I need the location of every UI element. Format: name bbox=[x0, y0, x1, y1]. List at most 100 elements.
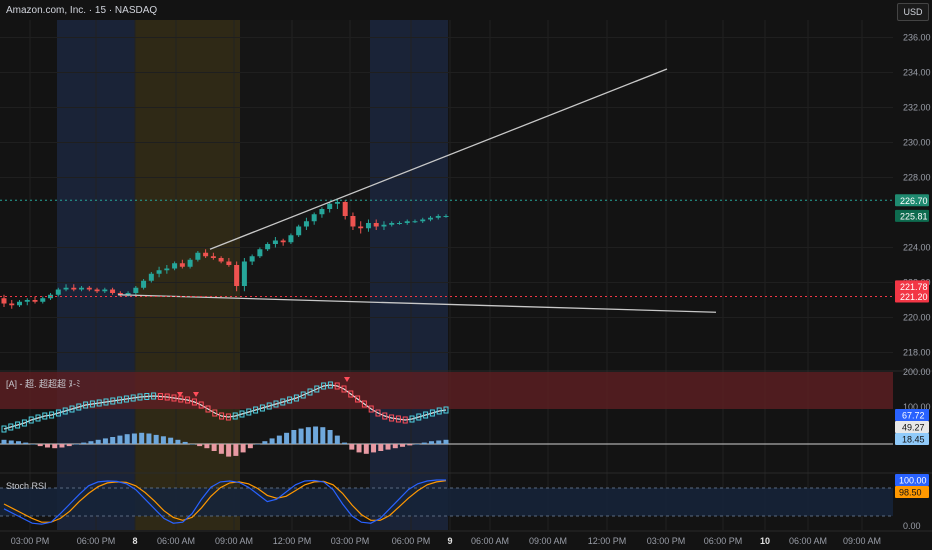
candle-body bbox=[265, 244, 271, 250]
histogram-bar bbox=[407, 444, 413, 446]
price-axis-tick: 232.00 bbox=[903, 103, 931, 113]
histogram-bar bbox=[204, 444, 210, 449]
currency-button[interactable]: USD bbox=[897, 3, 929, 21]
indicator-box-mark bbox=[225, 413, 231, 421]
histogram-bar bbox=[298, 428, 304, 444]
stoch-tag-label: 100.00 bbox=[899, 476, 927, 486]
indicator-box-mark bbox=[198, 401, 204, 409]
histogram-bar bbox=[378, 444, 384, 451]
indicator-box-mark bbox=[83, 401, 89, 409]
stoch-rsi-label[interactable]: Stoch RSI bbox=[6, 481, 47, 491]
indicator-box-mark bbox=[42, 412, 48, 420]
histogram-bar bbox=[363, 444, 369, 454]
histogram-bar bbox=[124, 434, 130, 444]
indicator-box-mark bbox=[110, 397, 116, 405]
candle-body bbox=[203, 252, 209, 257]
indicator-box-mark bbox=[280, 398, 286, 406]
signal-triangle bbox=[177, 392, 183, 397]
indicator-box-mark bbox=[287, 396, 293, 404]
indicator-box-mark bbox=[232, 412, 238, 420]
candle-body bbox=[257, 249, 263, 257]
histogram-bar bbox=[320, 427, 326, 444]
histogram-bar bbox=[211, 444, 217, 451]
candle-body bbox=[117, 293, 123, 295]
histogram-bar bbox=[436, 440, 442, 444]
indicator-box-mark bbox=[144, 393, 150, 400]
indicator-tag bbox=[895, 409, 929, 421]
candle-body bbox=[319, 209, 325, 215]
histogram-bar bbox=[233, 444, 239, 456]
histogram-bar bbox=[269, 438, 275, 444]
candle-body bbox=[55, 289, 61, 295]
indicator-box-mark bbox=[334, 382, 340, 390]
indicator-box-mark bbox=[266, 402, 272, 410]
candle-body bbox=[187, 259, 193, 267]
price-tag bbox=[895, 194, 929, 207]
indicator-box-mark bbox=[300, 391, 306, 399]
candle-body bbox=[350, 216, 356, 227]
histogram-bar bbox=[284, 432, 290, 444]
indicator-box-mark bbox=[253, 406, 259, 414]
indicator-box-mark bbox=[443, 406, 449, 414]
time-axis-label: 06:00 PM bbox=[704, 536, 743, 546]
histogram-bar bbox=[30, 444, 36, 445]
indicator-box-mark bbox=[123, 395, 129, 403]
indicator-box-mark bbox=[55, 409, 61, 417]
indicator-tag bbox=[895, 421, 929, 433]
histogram-bar bbox=[349, 444, 355, 450]
price-tag-label: 221.20 bbox=[900, 292, 928, 302]
candle-body bbox=[303, 221, 309, 227]
histogram-bar bbox=[255, 444, 261, 445]
candle-body bbox=[342, 202, 348, 216]
indicator-box-mark bbox=[341, 385, 347, 393]
indicator-box-mark bbox=[355, 395, 361, 403]
session-band bbox=[370, 20, 448, 530]
histogram-bar bbox=[102, 438, 108, 444]
candle-body bbox=[365, 223, 371, 229]
time-axis-label: 10 bbox=[760, 536, 770, 546]
time-axis-label: 03:00 PM bbox=[11, 536, 50, 546]
candle-body bbox=[63, 287, 69, 290]
indicator-box-mark bbox=[361, 400, 367, 408]
indicator-signal-line bbox=[3, 384, 447, 430]
indicator-box-mark bbox=[69, 405, 75, 413]
candle-body bbox=[404, 221, 410, 223]
candle-body bbox=[179, 263, 185, 267]
histogram-bar bbox=[23, 442, 29, 444]
candle-body bbox=[420, 219, 426, 222]
indicator-box-mark bbox=[321, 382, 327, 390]
indicator-box-mark bbox=[49, 411, 55, 419]
indicator-box-mark bbox=[273, 400, 279, 408]
price-tag bbox=[895, 290, 929, 303]
candle-body bbox=[1, 298, 7, 304]
indicator-box-mark bbox=[35, 414, 41, 422]
indicator-box-mark bbox=[191, 398, 197, 406]
histogram-bar bbox=[334, 435, 340, 444]
price-axis-tick: 218.00 bbox=[903, 348, 931, 358]
histogram-bar bbox=[66, 444, 72, 447]
time-axis-label: 06:00 AM bbox=[157, 536, 195, 546]
candle-body bbox=[71, 287, 77, 290]
candle-body bbox=[249, 256, 255, 262]
histogram-bar bbox=[262, 441, 268, 444]
candle-body bbox=[195, 252, 201, 260]
histogram-bar bbox=[15, 441, 21, 444]
indicator-box-mark bbox=[28, 416, 34, 424]
candle-body bbox=[79, 287, 85, 290]
indicator-box-mark bbox=[157, 393, 163, 400]
candle-body bbox=[94, 289, 100, 292]
price-tag bbox=[895, 280, 929, 293]
indicator-box-mark bbox=[246, 408, 252, 416]
histogram-bar bbox=[356, 444, 362, 453]
indicator-tag-label: 18.45 bbox=[902, 435, 925, 445]
time-axis-label: 09:00 AM bbox=[215, 536, 253, 546]
histogram-bar bbox=[429, 441, 435, 444]
indicator-axis-tick: 200.00 bbox=[903, 367, 931, 377]
candle-body bbox=[396, 223, 402, 224]
histogram-bar bbox=[139, 432, 145, 444]
indicator-box-mark bbox=[212, 409, 218, 417]
indicator-box-mark bbox=[375, 409, 381, 417]
indicator-box-mark bbox=[137, 393, 143, 401]
indicator-label[interactable]: [A] - 超. 超超超 ﾇ-ﾐ bbox=[6, 379, 81, 389]
